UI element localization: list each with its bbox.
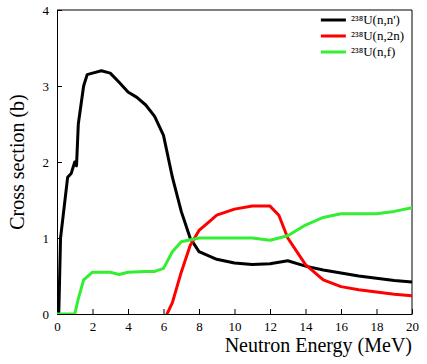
y-tick-mark bbox=[57, 86, 62, 87]
legend-label: ²³⁸U(n,f) bbox=[351, 44, 395, 59]
y-tick-label: 4 bbox=[43, 3, 50, 18]
legend-swatch bbox=[321, 19, 346, 22]
y-tick: 4 bbox=[43, 3, 63, 18]
x-tick-label: 12 bbox=[264, 319, 277, 334]
x-tick-label: 16 bbox=[335, 319, 349, 334]
x-tick: 18 bbox=[371, 309, 384, 334]
x-tick-label: 20 bbox=[406, 319, 419, 334]
series-line bbox=[167, 206, 412, 314]
x-axis: 0 2 4 6 8 10 12 14 16 18 20 bbox=[54, 309, 419, 334]
x-tick-label: 4 bbox=[125, 319, 132, 334]
y-tick: 3 bbox=[43, 79, 63, 94]
x-tick-mark bbox=[235, 309, 236, 314]
x-tick-label: 6 bbox=[161, 319, 168, 334]
x-tick: 16 bbox=[335, 309, 349, 334]
legend-swatch bbox=[321, 35, 346, 38]
x-tick-mark bbox=[164, 309, 165, 314]
x-tick: 4 bbox=[125, 309, 132, 334]
y-tick-mark bbox=[57, 10, 62, 11]
x-tick-label: 18 bbox=[371, 319, 384, 334]
y-tick: 2 bbox=[43, 155, 63, 170]
series-line bbox=[59, 71, 412, 314]
x-tick-label: 0 bbox=[54, 319, 61, 334]
x-tick: 8 bbox=[196, 309, 203, 334]
legend-swatch bbox=[321, 51, 346, 54]
y-tick-label: 0 bbox=[43, 307, 50, 322]
x-tick-mark bbox=[341, 309, 342, 314]
frame bbox=[57, 10, 412, 11]
y-tick-mark bbox=[57, 314, 62, 315]
x-tick: 12 bbox=[264, 309, 277, 334]
x-tick-mark bbox=[93, 309, 94, 314]
y-axis-title: Cross section (b) bbox=[6, 94, 29, 230]
frame bbox=[412, 10, 413, 314]
chart: 0246810121416182001234Neutron Energy (Me… bbox=[0, 0, 427, 364]
x-tick-mark bbox=[128, 309, 129, 314]
y-tick-label: 1 bbox=[43, 231, 50, 246]
x-tick-mark bbox=[377, 309, 378, 314]
x-tick-label: 8 bbox=[196, 319, 203, 334]
y-tick-label: 3 bbox=[43, 79, 50, 94]
x-tick: 20 bbox=[406, 309, 419, 334]
legend-label: ²³⁸U(n,2n) bbox=[351, 28, 404, 43]
legend: ²³⁸U(n,n')²³⁸U(n,2n)²³⁸U(n,f) bbox=[321, 12, 404, 59]
x-tick-mark bbox=[306, 309, 307, 314]
x-axis-title: Neutron Energy (MeV) bbox=[225, 334, 412, 357]
x-tick-label: 2 bbox=[90, 319, 97, 334]
x-tick-mark bbox=[412, 309, 413, 314]
series-line bbox=[57, 208, 412, 314]
x-tick-mark bbox=[270, 309, 271, 314]
x-tick-mark bbox=[199, 309, 200, 314]
x-tick: 14 bbox=[300, 309, 314, 334]
x-tick-label: 10 bbox=[229, 319, 242, 334]
x-tick: 2 bbox=[90, 309, 97, 334]
plot-area bbox=[57, 71, 412, 314]
y-tick-mark bbox=[57, 162, 62, 163]
x-tick-label: 14 bbox=[300, 319, 314, 334]
legend-label: ²³⁸U(n,n') bbox=[351, 12, 400, 27]
x-axis-line bbox=[58, 314, 413, 315]
x-tick: 10 bbox=[229, 309, 242, 334]
y-tick-label: 2 bbox=[43, 155, 50, 170]
